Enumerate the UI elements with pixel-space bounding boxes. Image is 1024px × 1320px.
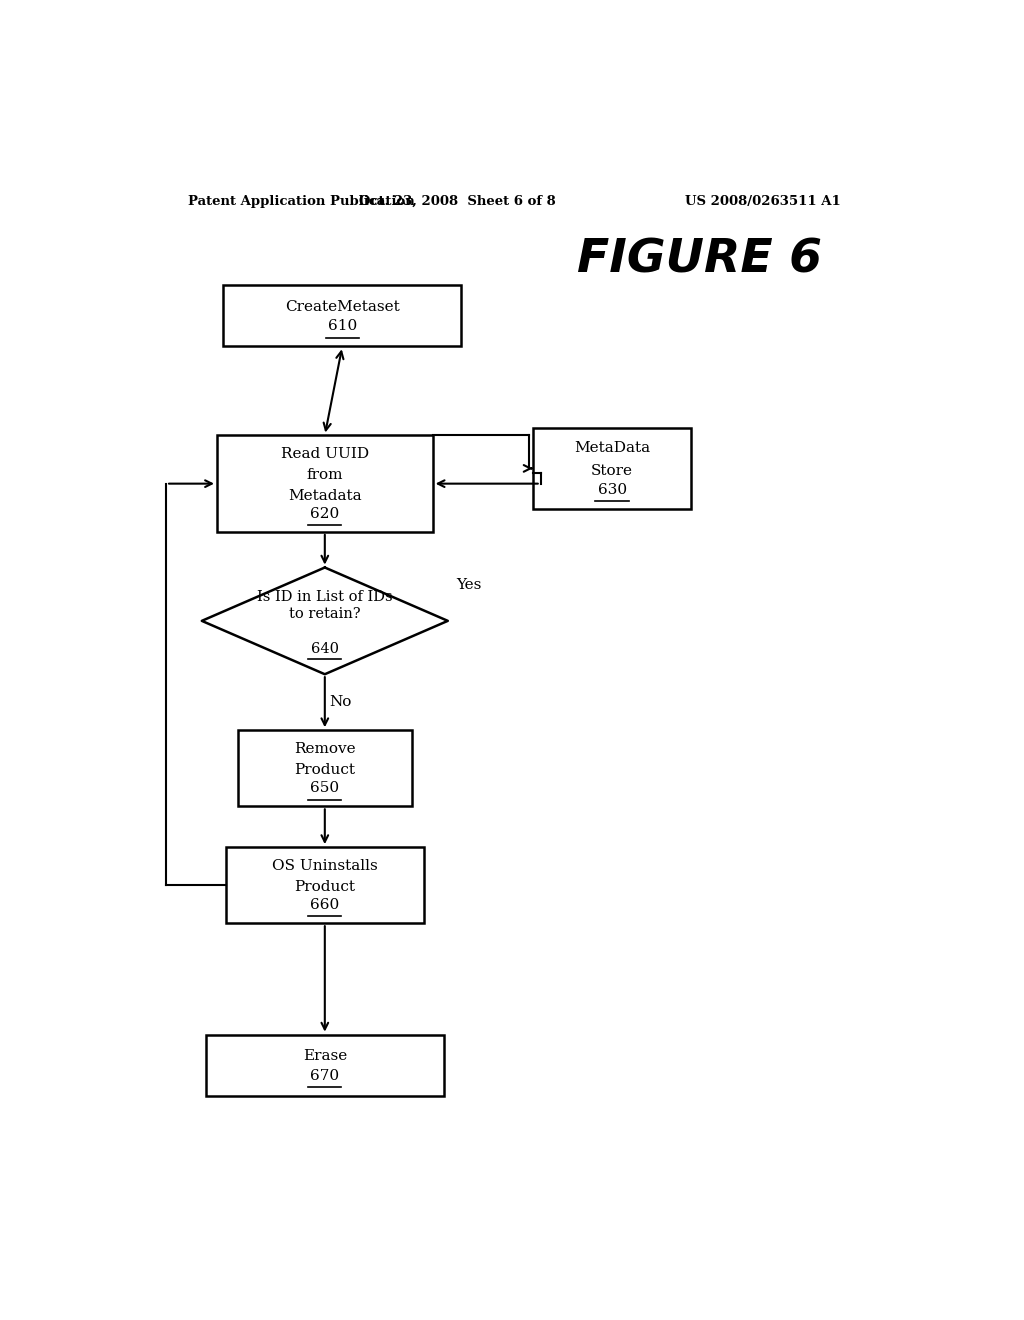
Text: Read UUID: Read UUID [281,447,369,461]
Text: OS Uninstalls: OS Uninstalls [272,859,378,873]
Text: Product: Product [294,880,355,894]
Text: 650: 650 [310,781,339,796]
Text: US 2008/0263511 A1: US 2008/0263511 A1 [685,194,841,207]
Bar [532,428,691,510]
Bar [223,285,462,346]
Text: CreateMetaset: CreateMetaset [285,300,399,314]
Text: FIGURE 6: FIGURE 6 [577,238,822,282]
Text: Yes: Yes [457,578,482,593]
Text: Oct. 23, 2008  Sheet 6 of 8: Oct. 23, 2008 Sheet 6 of 8 [359,194,556,207]
Text: 670: 670 [310,1069,339,1082]
Bar [238,730,412,807]
Text: 630: 630 [598,483,627,496]
Text: 620: 620 [310,507,339,521]
Text: 640: 640 [311,642,339,656]
Text: MetaData: MetaData [574,441,650,455]
Bar [225,847,424,923]
Text: Patent Application Publication: Patent Application Publication [187,194,415,207]
Text: 610: 610 [328,319,357,334]
Text: Product: Product [294,763,355,777]
Text: from: from [306,469,343,482]
Text: Is ID in List of IDs
to retain?: Is ID in List of IDs to retain? [257,590,392,622]
Text: 660: 660 [310,898,339,912]
Bar [217,436,433,532]
Text: Metadata: Metadata [288,490,361,503]
Text: Erase: Erase [303,1048,347,1063]
Text: Store: Store [591,463,633,478]
Text: No: No [330,696,352,709]
Text: Remove: Remove [294,742,355,756]
Polygon shape [202,568,447,675]
Bar [206,1035,443,1096]
